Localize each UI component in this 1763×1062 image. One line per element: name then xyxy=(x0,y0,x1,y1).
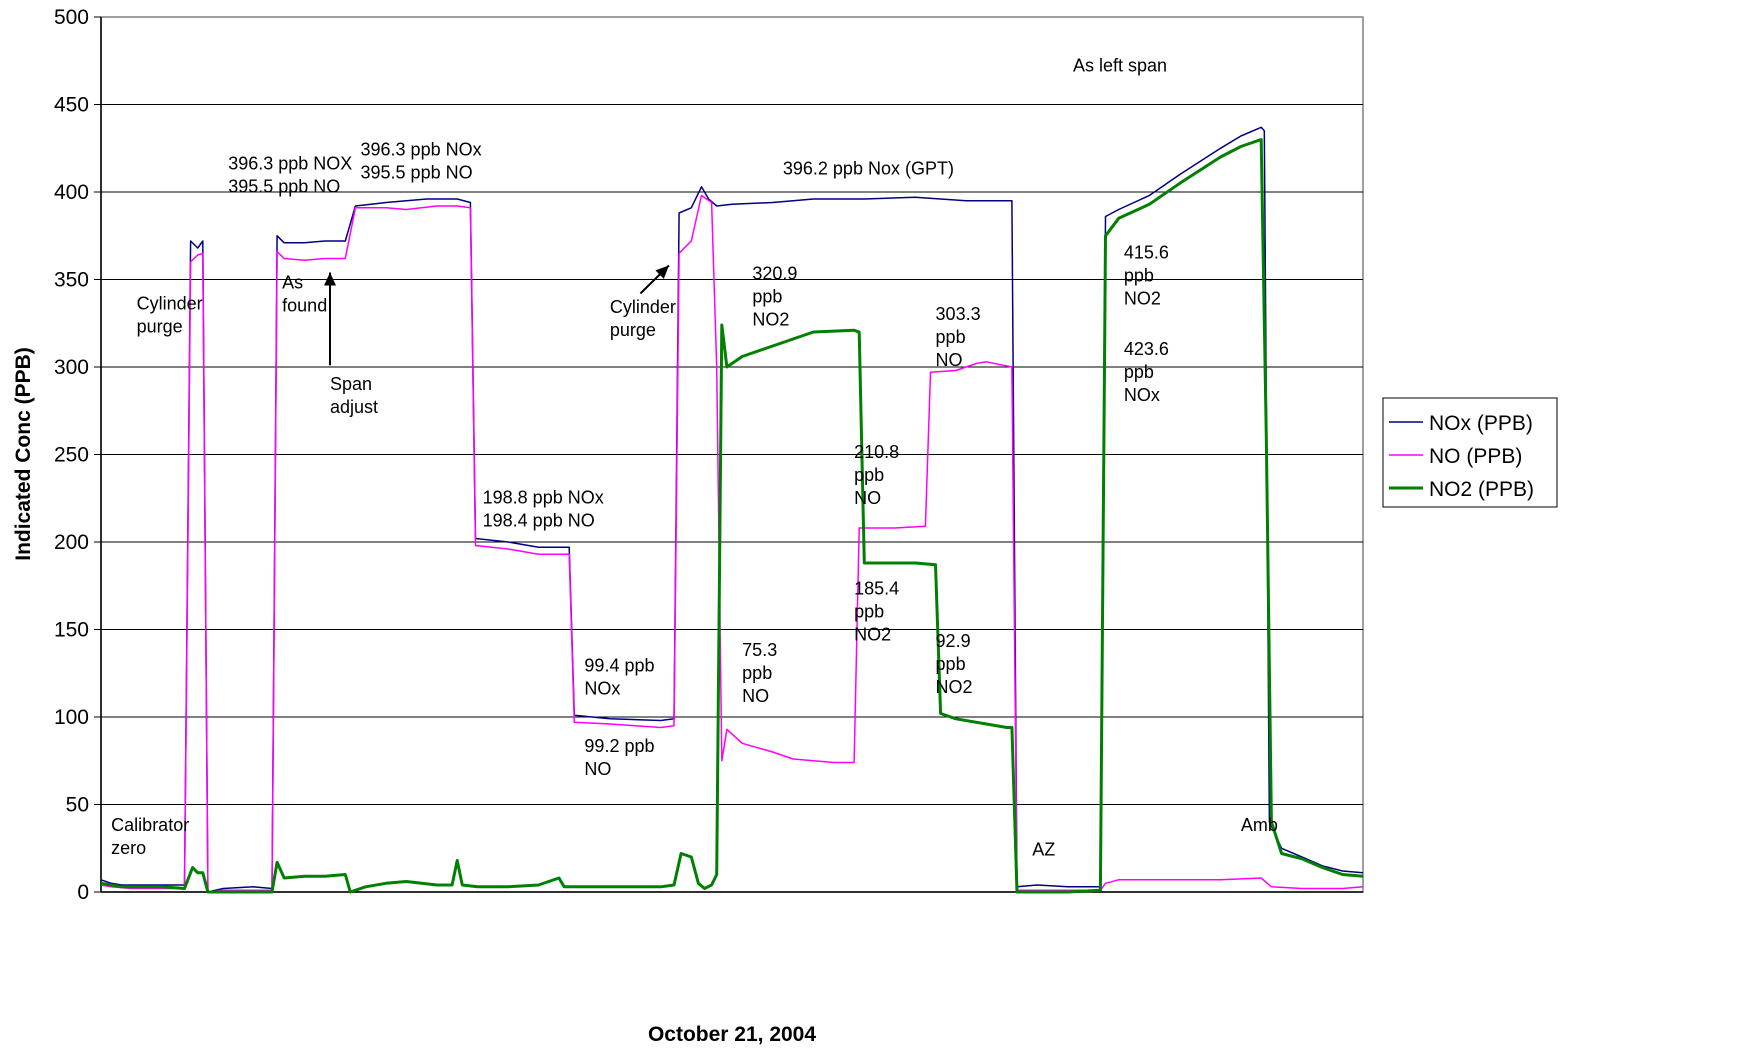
annotation: 210.8 ppb NO xyxy=(854,442,899,508)
annotation-line: NO2 xyxy=(936,677,973,697)
annotation-line: purge xyxy=(137,316,183,336)
legend-label: NOx (PPB) xyxy=(1429,412,1533,435)
annotation-line: NO xyxy=(854,488,881,508)
annotation-line: ppb xyxy=(936,327,966,347)
annotation-line: NO xyxy=(742,686,769,706)
annotations: Calibrator zero Cylinder purge 396.3 ppb NOX… xyxy=(111,55,1278,859)
annotation-line: 198.4 ppb NO xyxy=(483,511,595,531)
arrow-head xyxy=(323,272,336,286)
annotation: 415.6 ppb NO2 xyxy=(1124,243,1169,309)
annotation-line: Cylinder xyxy=(610,297,676,317)
annotation: As found xyxy=(282,272,327,315)
annotation-line: ppb xyxy=(1124,362,1154,382)
annotation-line: ppb xyxy=(742,663,772,683)
y-tick-label: 0 xyxy=(77,881,89,904)
y-tick-label: 150 xyxy=(54,619,89,642)
annotation: 423.6 ppb NOx xyxy=(1124,339,1169,405)
legend-label: NO (PPB) xyxy=(1429,445,1522,468)
annotation-line: NOx xyxy=(1124,385,1160,405)
annotation-line: Span xyxy=(330,374,372,394)
arrows xyxy=(323,264,670,366)
annotation: Amb xyxy=(1241,815,1278,835)
annotation-line: 396.3 ppb NOx xyxy=(361,139,482,159)
y-axis-title: Indicated Conc (PPB) xyxy=(12,347,35,561)
legend-label: NO2 (PPB) xyxy=(1429,478,1534,501)
annotation-line: ppb xyxy=(854,602,884,622)
annotation: Calibrator zero xyxy=(111,815,189,858)
x-axis-title: October 21, 2004 xyxy=(648,1023,816,1046)
annotation-line: NO2 xyxy=(1124,289,1161,309)
annotation-line: 396.2 ppb Nox (GPT) xyxy=(783,159,954,179)
y-tick-label: 450 xyxy=(54,94,89,117)
annotation-line: Cylinder xyxy=(137,293,203,313)
annotation-line: ppb xyxy=(1124,266,1154,286)
annotation-line: Amb xyxy=(1241,815,1278,835)
annotation: 198.8 ppb NOx 198.4 ppb NO xyxy=(483,488,604,531)
annotation-line: 75.3 xyxy=(742,640,777,660)
annotation-line: 99.4 ppb xyxy=(584,656,654,676)
annotation-line: 395.5 ppb NO xyxy=(361,162,473,182)
annotation-line: NO2 xyxy=(854,625,891,645)
annotation: 99.2 ppb NO xyxy=(584,736,654,779)
annotation-line: 396.3 ppb NOX xyxy=(228,153,352,173)
annotation-line: NO2 xyxy=(752,310,789,330)
y-tick-label: 300 xyxy=(54,356,89,379)
annotation: 185.4 ppb NO2 xyxy=(854,579,899,645)
annotation-line: 320.9 xyxy=(752,264,797,284)
annotation: As left span xyxy=(1073,55,1167,75)
annotation-line: found xyxy=(282,295,327,315)
annotation-line: 185.4 xyxy=(854,579,899,599)
annotation-line: As left span xyxy=(1073,55,1167,75)
series-line-2 xyxy=(100,138,1364,894)
annotation-line: 395.5 ppb NO xyxy=(228,176,340,196)
annotation-line: ppb xyxy=(752,287,782,307)
annotation-line: AZ xyxy=(1032,839,1055,859)
annotation-line: As xyxy=(282,272,303,292)
annotation: 396.3 ppb NOX 395.5 ppb NO xyxy=(228,153,352,196)
annotation-line: NO xyxy=(936,350,963,370)
y-tick-label: 50 xyxy=(66,794,89,817)
annotation: 75.3 ppb NO xyxy=(742,640,777,706)
annotation: 92.9 ppb NO2 xyxy=(936,631,973,697)
gridlines xyxy=(101,104,1363,805)
annotation: 320.9 ppb NO2 xyxy=(752,264,797,330)
annotation-line: 92.9 xyxy=(936,631,971,651)
annotation: 396.2 ppb Nox (GPT) xyxy=(783,159,954,179)
annotation-line: 99.2 ppb xyxy=(584,736,654,756)
annotation: Span adjust xyxy=(330,374,378,417)
annotation: 396.3 ppb NOx 395.5 ppb NO xyxy=(361,139,482,182)
annotation-line: 415.6 xyxy=(1124,243,1169,263)
annotation: Cylinder purge xyxy=(137,293,203,336)
annotation-line: 423.6 xyxy=(1124,339,1169,359)
annotation-line: NOx xyxy=(584,679,620,699)
annotation-line: adjust xyxy=(330,397,378,417)
y-axis-ticks: 0 50 100 150 200 250 300 350 400 450 500 xyxy=(54,6,1363,904)
annotation: AZ xyxy=(1032,839,1055,859)
annotation-line: purge xyxy=(610,320,656,340)
series-lines xyxy=(100,126,1364,894)
annotation: 303.3 ppb NO xyxy=(936,304,981,370)
annotation: 99.4 ppb NOx xyxy=(584,656,654,699)
annotation-line: 198.8 ppb NOx xyxy=(483,488,604,508)
annotation-line: Calibrator xyxy=(111,815,189,835)
y-tick-label: 350 xyxy=(54,269,89,292)
annotation-line: 210.8 xyxy=(854,442,899,462)
arrow-head xyxy=(655,265,669,279)
y-tick-label: 200 xyxy=(54,531,89,554)
y-tick-label: 250 xyxy=(54,444,89,467)
y-tick-label: 100 xyxy=(54,706,89,729)
annotation-line: NO xyxy=(584,759,611,779)
annotation: Cylinder purge xyxy=(610,297,676,340)
annotation-line: 303.3 xyxy=(936,304,981,324)
annotation-line: zero xyxy=(111,838,146,858)
y-tick-label: 400 xyxy=(54,181,89,204)
annotation-line: ppb xyxy=(854,465,884,485)
y-tick-label: 500 xyxy=(54,6,89,29)
legend: NOx (PPB) NO (PPB) NO2 (PPB) xyxy=(1382,397,1558,508)
annotation-line: ppb xyxy=(936,654,966,674)
